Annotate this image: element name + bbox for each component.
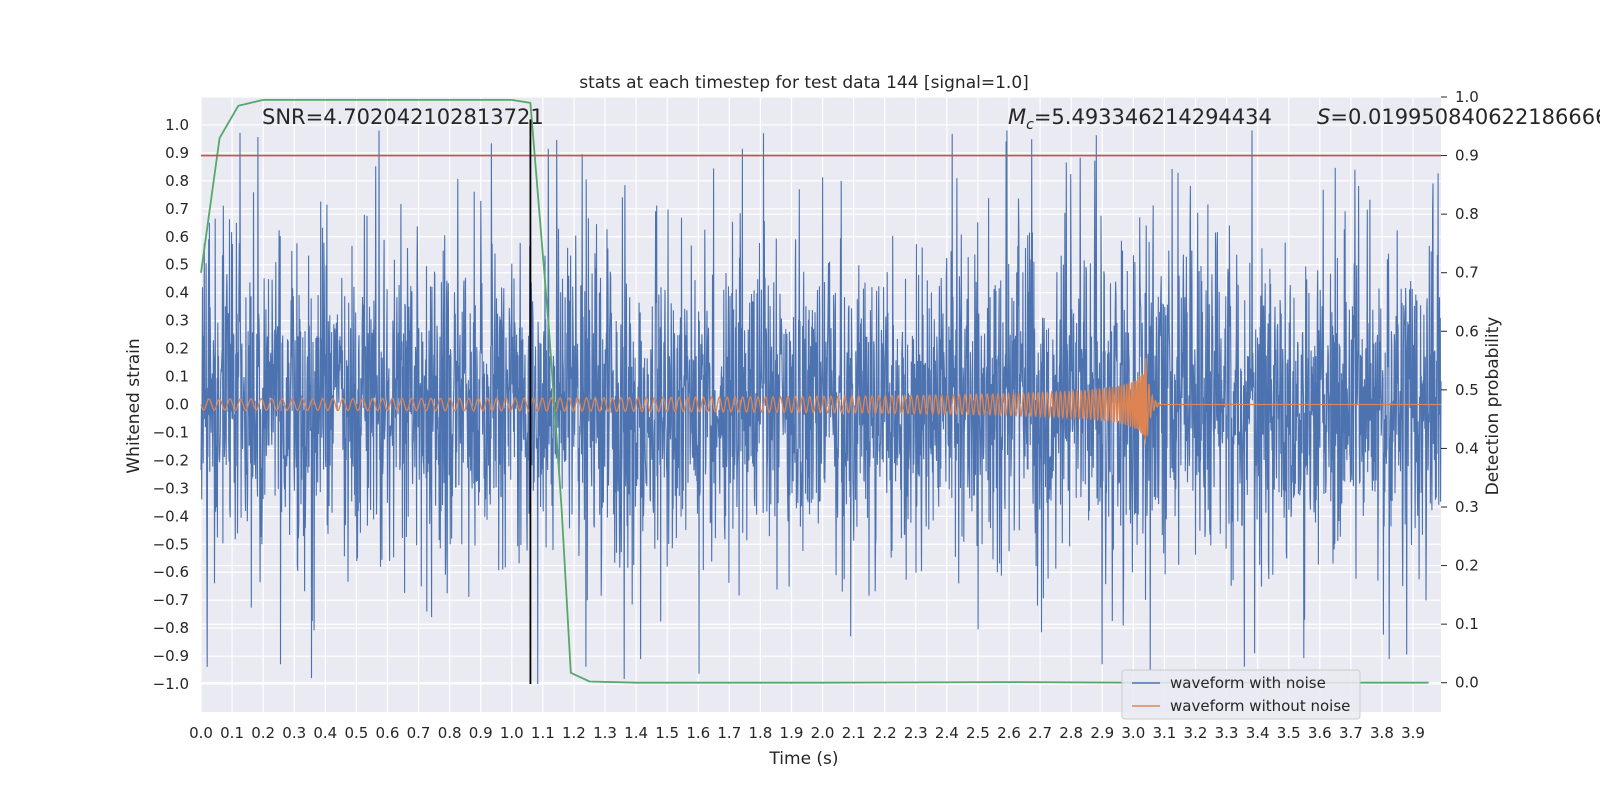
y-tick-label: 0.8 xyxy=(165,172,189,190)
x-tick-label: 0.1 xyxy=(220,724,244,742)
y-tick-label: −0.6 xyxy=(153,563,189,581)
x-tick-label: 0.9 xyxy=(469,724,493,742)
y-tick-label: 0.1 xyxy=(165,368,189,386)
x-tick-label: 1.7 xyxy=(717,724,741,742)
legend: waveform with noise waveform without noi… xyxy=(1121,669,1361,720)
y-tick-label: −0.7 xyxy=(153,591,189,609)
x-tick-label: 2.5 xyxy=(966,724,990,742)
x-tick-label: 2.8 xyxy=(1059,724,1083,742)
spin-annotation: S=0.019950840622186666 xyxy=(1317,105,1600,129)
x-tick-label: 3.5 xyxy=(1277,724,1301,742)
legend-box xyxy=(1121,669,1361,720)
y2-tick-label: 1.0 xyxy=(1455,88,1479,106)
x-tick-label: 1.8 xyxy=(748,724,772,742)
spin-symbol: S xyxy=(1317,105,1330,129)
y-tick-label: −0.1 xyxy=(153,423,189,441)
series-detection-probability xyxy=(200,99,1429,684)
x-tick-label: 3.6 xyxy=(1308,724,1332,742)
y2-tick-label: 0.2 xyxy=(1455,557,1479,575)
x-tick-label: 0.6 xyxy=(376,724,400,742)
x-axis-ticks: 0.0 0.1 0.2 0.3 0.4 0.5 0.6 0.7 0.8 0.9 1.0 1.1 1.2 1… xyxy=(189,724,1425,742)
x-tick-label: 1.9 xyxy=(780,724,804,742)
x-tick-label: 0.5 xyxy=(344,724,368,742)
y-tick-label: 0.7 xyxy=(165,200,189,218)
y-tick-label: −0.9 xyxy=(153,647,189,665)
x-tick-label: 1.1 xyxy=(531,724,555,742)
y2-axis-title: Detection probability xyxy=(1483,317,1503,496)
x-tick-label: 2.9 xyxy=(1090,724,1114,742)
x-tick-label: 1.2 xyxy=(562,724,586,742)
y2-tick-label: 0.8 xyxy=(1455,205,1479,223)
y-tick-label: 0.2 xyxy=(165,340,189,358)
x-tick-label: 2.4 xyxy=(935,724,959,742)
x-tick-label: 3.1 xyxy=(1152,724,1176,742)
x-tick-label: 0.8 xyxy=(438,724,462,742)
y2-tick-label: 0.3 xyxy=(1455,498,1479,516)
x-tick-label: 2.6 xyxy=(997,724,1021,742)
y-tick-label: −0.4 xyxy=(153,507,189,525)
legend-label-without-noise: waveform without noise xyxy=(1170,697,1350,715)
y-axis-title: Whitened strain xyxy=(124,338,144,473)
x-axis-title: Time (s) xyxy=(768,749,838,769)
x-tick-label: 3.4 xyxy=(1246,724,1270,742)
legend-label-with-noise: waveform with noise xyxy=(1170,674,1326,692)
noise-waveform-line xyxy=(200,130,1442,685)
y-tick-label: 0.0 xyxy=(165,396,189,414)
x-tick-label: 1.5 xyxy=(655,724,679,742)
x-tick-label: 3.8 xyxy=(1370,724,1394,742)
y2-tick-label: 0.0 xyxy=(1455,674,1479,692)
y-tick-label: 0.5 xyxy=(165,256,189,274)
spin-value: =0.019950840622186666 xyxy=(1330,105,1600,129)
x-tick-label: 0.3 xyxy=(282,724,306,742)
probability-line xyxy=(200,99,1429,684)
y-tick-label: −0.2 xyxy=(153,451,189,469)
x-tick-label: 2.7 xyxy=(1028,724,1052,742)
series-waveform-with-noise xyxy=(200,130,1442,685)
y2-axis-ticks: 1.0 0.9 0.8 0.7 0.6 0.5 0.4 0.3 0.2 0.1 0.0 xyxy=(1441,88,1479,692)
y-tick-label: −0.3 xyxy=(153,479,189,497)
clean-waveform-line xyxy=(200,357,1441,445)
chirp-mass-value: =5.493346214294434 xyxy=(1034,105,1272,129)
x-tick-label: 0.2 xyxy=(251,724,275,742)
x-tick-label: 2.1 xyxy=(842,724,866,742)
y-tick-label: −1.0 xyxy=(153,675,189,693)
y-tick-label: −0.5 xyxy=(153,535,189,553)
y-tick-label: 0.9 xyxy=(165,144,189,162)
x-tick-label: 3.9 xyxy=(1401,724,1425,742)
x-tick-label: 0.7 xyxy=(407,724,431,742)
x-tick-label: 0.4 xyxy=(313,724,337,742)
y2-tick-label: 0.5 xyxy=(1455,381,1479,399)
x-tick-label: 1.0 xyxy=(500,724,524,742)
y2-tick-label: 0.7 xyxy=(1455,264,1479,282)
x-tick-label: 2.2 xyxy=(873,724,897,742)
y2-tick-label: 0.9 xyxy=(1455,147,1479,165)
y2-tick-label: 0.1 xyxy=(1455,615,1479,633)
y-axis-ticks: 1.0 0.9 0.8 0.7 0.6 0.5 0.4 0.3 0.2 0.1 0.0 −0.1 −0.… xyxy=(153,116,189,693)
chirp-mass-annotation: Mc=5.493346214294434 xyxy=(1008,105,1272,133)
y-tick-label: 0.3 xyxy=(165,312,189,330)
x-tick-label: 3.3 xyxy=(1215,724,1239,742)
x-tick-label: 3.7 xyxy=(1339,724,1363,742)
x-tick-label: 1.4 xyxy=(624,724,648,742)
series-waveform-without-noise xyxy=(200,357,1441,445)
y2-tick-label: 0.6 xyxy=(1455,322,1479,340)
chirp-mass-subscript: c xyxy=(1026,117,1034,133)
y2-tick-label: 0.4 xyxy=(1455,439,1479,457)
chirp-mass-symbol: M xyxy=(1008,105,1026,129)
y-tick-label: −0.8 xyxy=(153,619,189,637)
x-tick-label: 1.3 xyxy=(593,724,617,742)
x-tick-label: 3.0 xyxy=(1121,724,1145,742)
x-tick-label: 0.0 xyxy=(189,724,213,742)
x-tick-label: 2.3 xyxy=(904,724,928,742)
snr-annotation: SNR=4.702042102813721 xyxy=(262,105,544,129)
y-tick-label: 0.6 xyxy=(165,228,189,246)
chart-title: stats at each timestep for test data 144… xyxy=(579,73,1029,93)
y-tick-label: 0.4 xyxy=(165,284,189,302)
x-tick-label: 2.0 xyxy=(811,724,835,742)
x-tick-label: 3.2 xyxy=(1184,724,1208,742)
x-tick-label: 1.6 xyxy=(686,724,710,742)
y-tick-label: 1.0 xyxy=(165,116,189,134)
